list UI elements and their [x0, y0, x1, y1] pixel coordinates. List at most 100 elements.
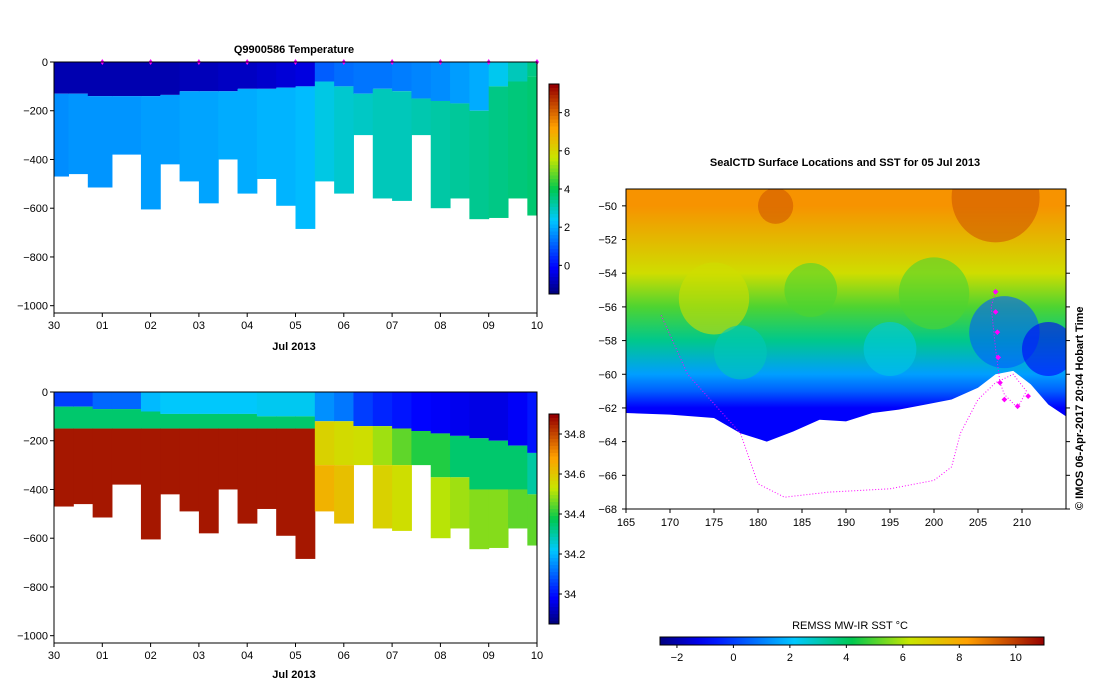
x-tick-label: 02: [144, 320, 156, 332]
colorbar-segment: [549, 536, 559, 541]
colorbar-segment: [549, 252, 559, 256]
colorbar-segment: [549, 112, 559, 116]
section-cell: [450, 103, 470, 199]
section-cell: [334, 62, 354, 87]
section-cell: [392, 428, 412, 466]
section-cell: [488, 392, 509, 441]
section-cell: [469, 392, 490, 439]
section-cell: [160, 428, 181, 495]
section-cell: [92, 409, 113, 429]
x-tick-label: 04: [241, 650, 253, 662]
colorbar-segment: [549, 91, 559, 95]
colorbar-segment: [549, 87, 559, 92]
temperature-panel: Q9900586 Temperature 30 01 02 03 04 05 06 07 08 0…: [17, 44, 570, 353]
colorbar-segment: [549, 185, 559, 190]
colorbar-segment: [549, 199, 559, 204]
colorbar-segment: [549, 94, 559, 99]
colorbar-segment: [549, 192, 559, 197]
section-cell: [488, 62, 509, 87]
x-tick-label: 01: [96, 650, 108, 662]
colorbar-tick-label: 34.8: [564, 429, 585, 441]
section-cell: [508, 392, 528, 446]
colorbar-segment: [549, 617, 559, 621]
section-cell: [353, 93, 374, 136]
x-tick-label: 05: [289, 650, 301, 662]
section-cell: [314, 421, 335, 466]
temperature-xlabel: Jul 2013: [272, 341, 315, 353]
temperature-axes: 30 01 02 03 04 05 06 07 08 09 10 0 −200 −400 −600 −800 −…: [17, 57, 543, 332]
section-cell: [198, 392, 219, 414]
section-cell: [54, 392, 74, 407]
colorbar-tick-label: 8: [564, 108, 570, 120]
section-cell: [54, 62, 69, 94]
section-cell: [334, 421, 354, 466]
section-cell: [73, 392, 94, 407]
colorbar-segment: [549, 203, 559, 207]
map-y-tick-label: −66: [598, 470, 617, 482]
section-cell: [237, 62, 258, 89]
map-x-tick-label: 175: [705, 517, 723, 529]
colorbar-segment: [549, 498, 559, 502]
section-cell: [353, 392, 374, 427]
surface-location-marker: [1001, 396, 1008, 403]
section-cell: [218, 62, 239, 92]
x-tick-label: 06: [338, 320, 350, 332]
ice-mask: [626, 370, 1066, 509]
colorbar-segment: [549, 473, 559, 478]
section-cell: [218, 428, 239, 490]
section-cell: [73, 406, 94, 429]
section-cell: [430, 392, 451, 434]
section-cell: [54, 406, 74, 429]
section-cell: [527, 62, 538, 77]
colorbar-segment: [549, 147, 559, 151]
colorbar-segment: [549, 217, 559, 221]
sst-patch: [863, 322, 917, 376]
colorbar-segment: [549, 266, 559, 270]
colorbar-segment: [549, 220, 559, 225]
colorbar-segment: [549, 519, 559, 523]
section-cell: [450, 477, 470, 529]
colorbar-segment: [549, 168, 559, 172]
sst-patch: [951, 189, 1040, 243]
sst-map-panel: SealCTD Surface Locations and SST for 05…: [598, 157, 1086, 664]
sst-patch: [714, 325, 767, 380]
section-cell: [430, 62, 451, 101]
colorbar-segment: [549, 494, 559, 499]
colorbar-segment: [549, 606, 559, 611]
colorbar-segment: [549, 105, 559, 109]
colorbar-segment: [549, 424, 559, 429]
y-tick-label: −800: [23, 582, 48, 594]
colorbar-segment: [549, 589, 559, 593]
colorbar-segment: [549, 290, 559, 295]
section-cell: [469, 438, 490, 490]
section-cell: [508, 445, 528, 490]
sst-colorbar-tick-label: 10: [1010, 652, 1022, 664]
map-x-tick-label: 210: [1013, 517, 1031, 529]
section-cell: [256, 416, 277, 429]
colorbar-segment: [549, 554, 559, 558]
colorbar-segment: [549, 568, 559, 572]
surface-location-marker: [1014, 403, 1021, 410]
colorbar-segment: [549, 213, 559, 218]
sst-patch: [758, 189, 794, 224]
section-cell: [140, 96, 161, 210]
section-cell: [295, 62, 316, 87]
colorbar-segment: [549, 280, 559, 284]
section-cell: [334, 465, 354, 524]
section-cell: [392, 91, 412, 201]
section-cell: [198, 91, 219, 204]
y-tick-label: 0: [42, 57, 48, 69]
section-cell: [218, 91, 239, 160]
x-tick-label: 07: [386, 650, 398, 662]
surface-location-marker: [992, 288, 999, 295]
y-tick-label: −1000: [17, 301, 48, 313]
credit-text: © IMOS 06-Apr-2017 20:04 Hobart Time: [1074, 306, 1086, 510]
sst-colorbar-tick-label: 8: [956, 652, 962, 664]
section-cell: [111, 428, 142, 485]
colorbar-tick-label: 34: [564, 589, 576, 601]
section-cell: [111, 62, 142, 97]
salinity-panel: 30 01 02 03 04 05 06 07 08 09 10 0 −200 −400 −600 −800 −…: [17, 387, 585, 681]
x-tick-label: 30: [48, 650, 60, 662]
section-cell: [218, 413, 239, 429]
